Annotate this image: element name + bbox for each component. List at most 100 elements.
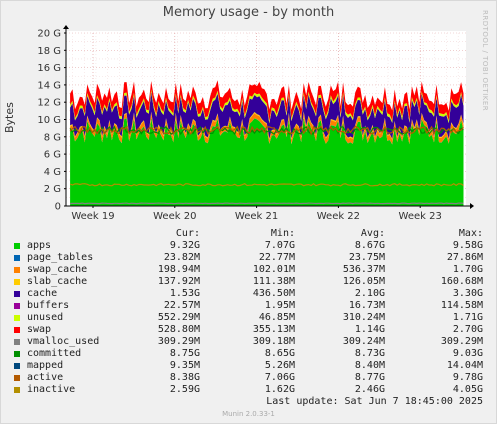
legend-table: Cur: Min: Avg: Max: apps 9.32G 7.07G 8.67G 9… [0, 228, 497, 396]
legend-max: 2.70G [452, 324, 483, 335]
header-min: Min: [270, 228, 295, 239]
legend-cur: 198.94M [157, 264, 200, 275]
legend-cur: 1.53G [169, 288, 200, 299]
legend-avg: 309.24M [342, 336, 385, 347]
legend-min: 7.07G [264, 240, 295, 251]
legend-name: apps [27, 240, 52, 251]
legend-swatch [14, 315, 20, 321]
legend-swatch [14, 387, 20, 393]
legend-name: vmalloc_used [27, 336, 100, 347]
legend-swatch [14, 243, 20, 249]
munin-version: Munin 2.0.33-1 [222, 410, 275, 418]
legend-swatch [14, 291, 20, 297]
legend-swatch [14, 327, 20, 333]
y-tick-label: 8 G [44, 132, 61, 143]
legend-cur: 552.29M [157, 312, 200, 323]
header-avg: Avg: [360, 228, 385, 239]
y-tick-label: 20 G [37, 29, 61, 40]
y-tick-label: 16 G [37, 63, 61, 74]
header-cur: Cur: [175, 228, 200, 239]
legend-name: page_tables [27, 252, 94, 263]
legend-min: 5.26M [264, 360, 295, 371]
legend-name: active [27, 372, 64, 383]
legend-header: Cur: Min: Avg: Max: [0, 228, 497, 240]
legend-swatch [14, 339, 20, 345]
legend-row-page_tables: page_tables 23.82M 22.77M 23.75M 27.86M [0, 252, 497, 264]
legend-swatch [14, 267, 20, 273]
legend-cur: 137.92M [157, 276, 200, 287]
legend-rows: apps 9.32G 7.07G 8.67G 9.58G page_tables 23.82… [0, 240, 497, 396]
legend-avg: 2.46G [354, 384, 385, 395]
line-active [69, 125, 464, 136]
legend-row-vmalloc_used: vmalloc_used 309.29M 309.18M 309.24M 309.29M [0, 336, 497, 348]
legend-max: 114.58M [440, 300, 483, 311]
legend-avg: 536.37M [342, 264, 385, 275]
legend-avg: 126.05M [342, 276, 385, 287]
legend-max: 309.29M [440, 336, 483, 347]
legend-avg: 2.10G [354, 288, 385, 299]
y-tick-label: 6 G [44, 150, 61, 161]
legend-max: 9.03G [452, 348, 483, 359]
y-axis-arrow [63, 25, 69, 29]
legend-cur: 528.80M [157, 324, 200, 335]
legend-min: 309.18M [252, 336, 295, 347]
legend-max: 1.71G [452, 312, 483, 323]
legend-name: cache [27, 288, 58, 299]
legend-cur: 8.38G [169, 372, 200, 383]
legend-row-mapped: mapped 9.35M 5.26M 8.40M 14.04M [0, 360, 497, 372]
legend-cur: 23.82M [163, 252, 200, 263]
legend-swatch [14, 375, 20, 381]
legend-min: 355.13M [252, 324, 295, 335]
rrdtool-credit: RRDTOOL / TOBI OETIKER [481, 10, 489, 112]
legend-max: 3.30G [452, 288, 483, 299]
legend-row-swap: swap 528.80M 355.13M 1.14G 2.70G [0, 324, 497, 336]
chart-title: Memory usage - by month [162, 5, 335, 20]
legend-name: committed [27, 348, 82, 359]
last-update: Last update: Sat Jun 7 18:45:00 2025 [266, 396, 483, 407]
legend-name: swap_cache [27, 264, 88, 275]
legend-max: 27.86M [446, 252, 483, 263]
x-tick-label: Week 23 [399, 211, 442, 222]
legend-swatch [14, 351, 20, 357]
legend-cur: 22.57M [163, 300, 200, 311]
legend-swatch [14, 279, 20, 285]
y-tick-label: 0 [55, 202, 61, 213]
legend-avg: 8.67G [354, 240, 385, 251]
legend-cur: 9.35M [169, 360, 200, 371]
legend-cur: 2.59G [169, 384, 200, 395]
legend-row-swap_cache: swap_cache 198.94M 102.01M 536.37M 1.70G [0, 264, 497, 276]
x-tick-label: Week 20 [153, 211, 196, 222]
legend-max: 9.58G [452, 240, 483, 251]
area-cache [70, 91, 464, 139]
legend-min: 1.95M [264, 300, 295, 311]
legend-max: 160.68M [440, 276, 483, 287]
legend-min: 22.77M [258, 252, 295, 263]
legend-row-inactive: inactive 2.59G 1.62G 2.46G 4.05G [0, 384, 497, 396]
legend-avg: 23.75M [348, 252, 385, 263]
legend-min: 8.65G [264, 348, 295, 359]
legend-avg: 8.40M [354, 360, 385, 371]
x-tick-label: Week 21 [235, 211, 278, 222]
legend-min: 1.62G [264, 384, 295, 395]
legend-max: 4.05G [452, 384, 483, 395]
legend-cur: 8.75G [169, 348, 200, 359]
y-tick-label: 18 G [37, 46, 61, 57]
legend-cur: 9.32G [169, 240, 200, 251]
line-vmalloc_used [70, 202, 464, 205]
legend-swatch [14, 363, 20, 369]
area-unused [70, 89, 464, 124]
legend-max: 9.78G [452, 372, 483, 383]
legend-name: buffers [27, 300, 70, 311]
legend-max: 14.04M [446, 360, 483, 371]
legend-avg: 8.77G [354, 372, 385, 383]
y-tick-label: 10 G [37, 115, 61, 126]
legend-min: 111.38M [252, 276, 295, 287]
x-axis-arrow [470, 203, 474, 209]
legend-avg: 1.14G [354, 324, 385, 335]
legend-name: inactive [27, 384, 76, 395]
y-tick-label: 12 G [37, 98, 61, 109]
legend-min: 7.06G [264, 372, 295, 383]
legend-row-slab_cache: slab_cache 137.92M 111.38M 126.05M 160.68M [0, 276, 497, 288]
legend-swatch [14, 255, 20, 261]
